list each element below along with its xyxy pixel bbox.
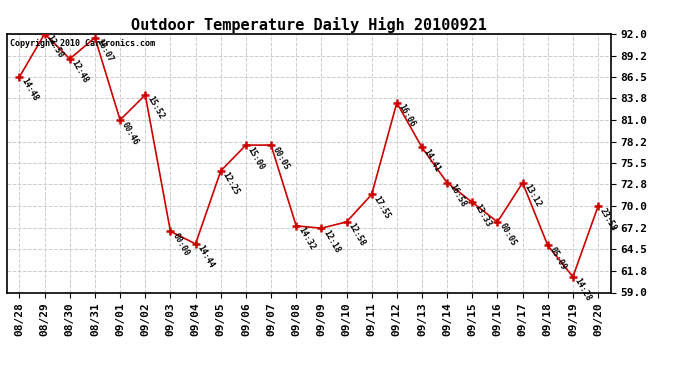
Text: 14:44: 14:44: [195, 244, 216, 270]
Text: 00:46: 00:46: [120, 120, 140, 146]
Text: 00:05: 00:05: [271, 145, 291, 171]
Text: 12:25: 12:25: [221, 171, 241, 197]
Text: 05:09: 05:09: [548, 246, 568, 272]
Text: 12:48: 12:48: [70, 59, 90, 85]
Text: 12:18: 12:18: [322, 228, 342, 254]
Text: 13:33: 13:33: [472, 202, 493, 228]
Text: 14:32: 14:32: [296, 226, 317, 252]
Text: 16:06: 16:06: [397, 103, 417, 129]
Text: Copyright 2010 Cartronics.com: Copyright 2010 Cartronics.com: [10, 39, 155, 48]
Text: 16:07: 16:07: [95, 38, 115, 64]
Title: Outdoor Temperature Daily High 20100921: Outdoor Temperature Daily High 20100921: [131, 16, 486, 33]
Text: 16:58: 16:58: [447, 183, 467, 209]
Text: 13:50: 13:50: [45, 34, 65, 60]
Text: 14:41: 14:41: [422, 147, 442, 174]
Text: 14:48: 14:48: [19, 77, 40, 103]
Text: 15:00: 15:00: [246, 145, 266, 171]
Text: 12:58: 12:58: [346, 222, 367, 248]
Text: 23:58: 23:58: [598, 206, 618, 232]
Text: 17:55: 17:55: [372, 195, 392, 220]
Text: 14:28: 14:28: [573, 277, 593, 303]
Text: 13:12: 13:12: [522, 183, 543, 209]
Text: 15:52: 15:52: [146, 95, 166, 121]
Text: 00:00: 00:00: [170, 231, 190, 258]
Text: 00:05: 00:05: [497, 222, 518, 248]
